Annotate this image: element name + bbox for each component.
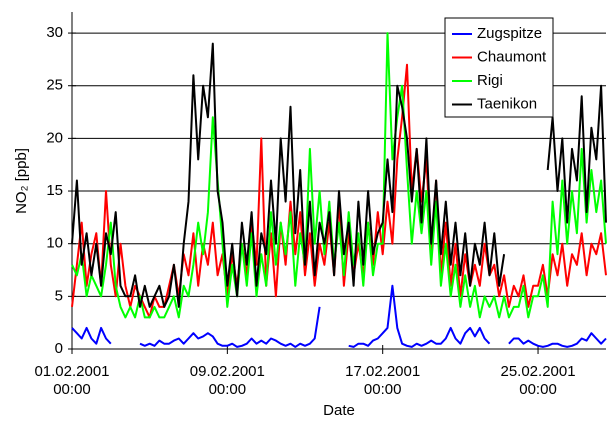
legend-label: Rigi [477, 72, 503, 89]
y-tick-label: 5 [55, 287, 63, 304]
legend-label: Zugspitze [477, 25, 542, 42]
y-tick-label: 15 [46, 182, 63, 199]
y-tick-label: 10 [46, 235, 63, 252]
x-tick-label: 25.02.2001 00:00 [500, 363, 576, 398]
legend-label: Chaumont [477, 48, 547, 65]
y-axis-label: NO₂ [ppb] [13, 148, 30, 214]
series-line [71, 32, 607, 319]
x-axis-label: Date [323, 402, 355, 419]
y-tick-label: 30 [46, 24, 63, 41]
x-tick-label: 17.02.2001 00:00 [345, 363, 421, 398]
y-tick-label: 20 [46, 129, 63, 146]
legend-label: Taenikon [477, 95, 537, 112]
series-line [71, 42, 607, 308]
y-tick-label: 0 [55, 340, 63, 357]
series-line [71, 284, 607, 348]
x-tick-label: 01.02.2001 00:00 [34, 363, 110, 398]
y-tick-label: 25 [46, 77, 63, 94]
x-tick-label: 09.02.2001 00:00 [189, 363, 265, 398]
